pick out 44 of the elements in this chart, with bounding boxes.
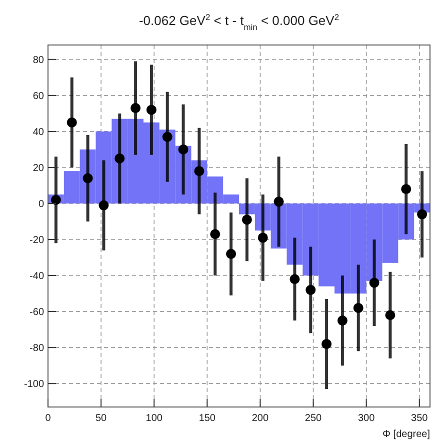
x-tick-label: 200 [252, 413, 269, 424]
point [353, 302, 364, 313]
point [146, 104, 156, 115]
x-tick-label: 50 [95, 413, 108, 424]
y-tick-label: -80 [30, 343, 44, 354]
y-tick-label: -40 [30, 271, 44, 282]
point [369, 278, 380, 288]
point [322, 338, 332, 349]
point [66, 117, 77, 128]
x-tick-label: 100 [146, 413, 163, 424]
x-tick-label: 0 [45, 413, 52, 424]
x-tick-label: 150 [198, 413, 216, 424]
point [178, 144, 188, 154]
y-tick-label: 40 [32, 126, 44, 138]
y-tick-label: -60 [30, 307, 44, 318]
point [337, 316, 348, 326]
point [114, 153, 125, 164]
point [226, 248, 236, 259]
x-tick-label: 250 [304, 413, 322, 424]
chart-title: -0.062 GeV$^{2}$ < t - t$_{min}$ < 0.000 GeV$^{2}$ [138, 12, 340, 32]
point [417, 209, 428, 220]
point [210, 229, 220, 240]
y-tick-label: 60 [32, 90, 44, 102]
y-tick-label: -20 [30, 235, 44, 246]
point [162, 132, 172, 142]
point [401, 184, 412, 194]
y-tick-label: -100 [24, 379, 44, 390]
point [194, 166, 204, 176]
x-tick-label: 350 [411, 413, 428, 424]
point [50, 194, 61, 205]
x-tick-label: 300 [358, 413, 376, 424]
point [290, 274, 300, 284]
point [274, 196, 284, 207]
point [258, 232, 268, 243]
point [385, 310, 396, 320]
point [242, 214, 252, 225]
y-tick-label: 0 [38, 198, 44, 210]
point [82, 173, 93, 184]
point [130, 103, 141, 114]
x-axis-title: Φ [degree] [382, 429, 430, 440]
y-tick-label: 20 [32, 162, 44, 174]
point [306, 284, 316, 295]
y-tick-label: 80 [32, 54, 44, 66]
point [98, 200, 109, 210]
